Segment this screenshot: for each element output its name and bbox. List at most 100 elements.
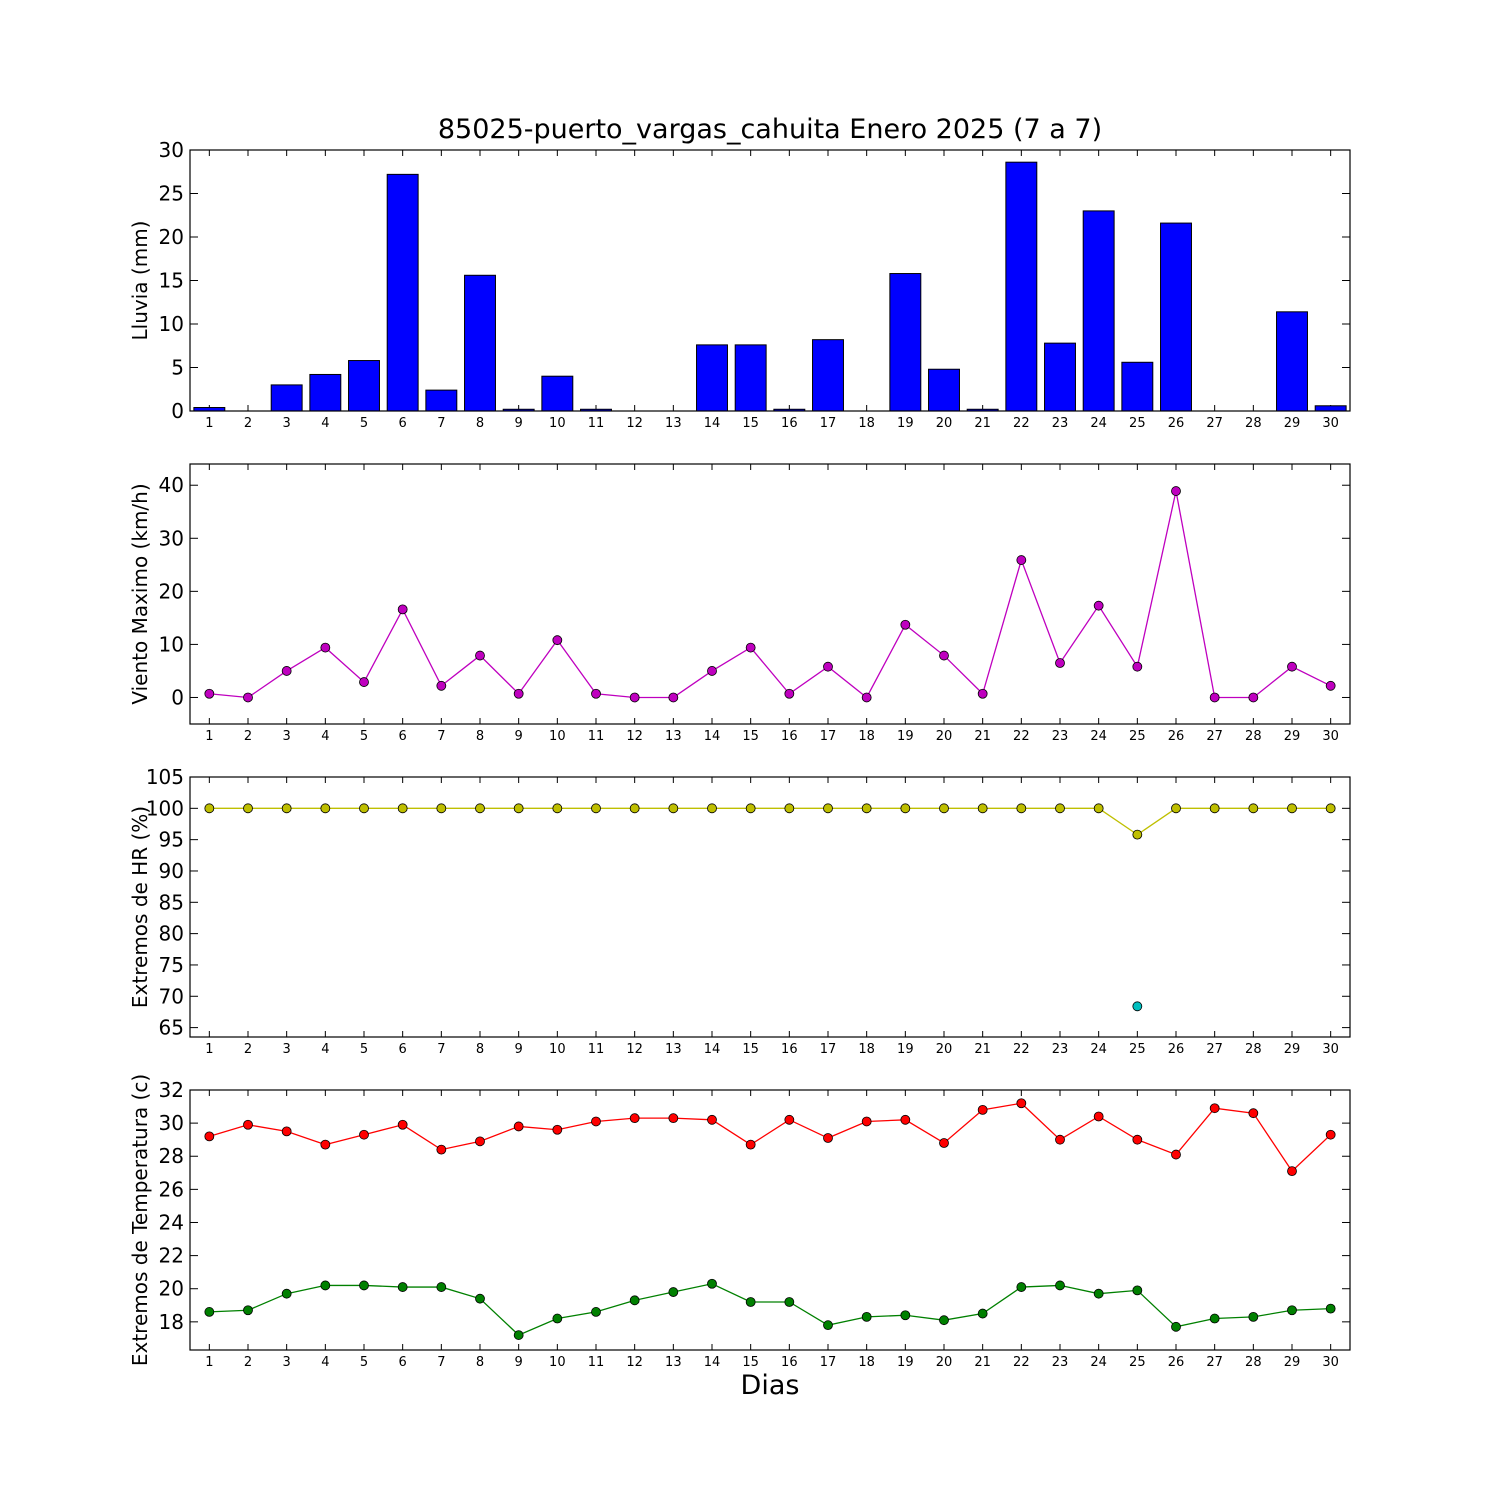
x-tick-label: 15 [742, 1042, 759, 1057]
x-tick-label: 25 [1129, 729, 1146, 744]
data-point [204, 688, 215, 699]
x-tick-label: 16 [781, 1355, 798, 1370]
bar [1044, 342, 1076, 412]
y-tick-label: 32 [159, 1078, 184, 1102]
data-point [513, 1330, 524, 1340]
y-tick-label: 75 [159, 953, 184, 977]
data-point [668, 692, 679, 703]
x-tick-label: 8 [476, 729, 484, 744]
bar [1314, 405, 1347, 412]
data-point [823, 1320, 833, 1331]
data-point [1132, 829, 1143, 840]
data-point [977, 1104, 988, 1115]
y-tick-label: 25 [159, 182, 184, 206]
y-tick-label: 10 [159, 312, 184, 336]
bar [1160, 222, 1192, 412]
y-axis-label: Viento Maximo (km/h) [128, 483, 152, 704]
series-line [209, 807, 1331, 836]
x-tick-label: 19 [897, 416, 914, 431]
y-tick-label: 28 [159, 1144, 184, 1168]
data-point [1171, 486, 1181, 496]
bar [812, 339, 844, 412]
x-tick-label: 11 [588, 729, 605, 744]
x-tick-label: 5 [360, 1042, 368, 1057]
data-point [861, 1116, 872, 1127]
data-point [707, 666, 717, 676]
data-point [320, 1280, 331, 1291]
data-point [1171, 803, 1181, 814]
x-tick-label: 18 [858, 1355, 875, 1370]
x-tick-label: 30 [1322, 729, 1339, 744]
bar [1276, 311, 1308, 412]
x-tick-label: 25 [1129, 416, 1146, 431]
x-tick-label: 6 [399, 729, 407, 744]
data-point [861, 692, 872, 703]
data-point [939, 803, 949, 814]
y-tick-label: 5 [171, 356, 184, 380]
data-point [320, 1139, 331, 1150]
y-tick-label: 10 [159, 632, 184, 656]
x-tick-label: 24 [1090, 729, 1107, 744]
data-point [900, 803, 911, 814]
bar [928, 368, 960, 412]
y-tick-label: 22 [159, 1244, 184, 1268]
x-tick-label: 12 [626, 1042, 643, 1057]
x-tick-label: 9 [515, 1042, 523, 1057]
data-point [707, 803, 717, 814]
data-point [204, 1307, 215, 1317]
data-point [475, 1293, 485, 1304]
x-tick-label: 29 [1284, 1042, 1301, 1057]
y-tick-label: 15 [159, 269, 184, 293]
x-tick-label: 22 [1013, 729, 1030, 744]
bar [1082, 210, 1115, 412]
y-tick-label: 30 [159, 138, 184, 162]
data-point [436, 1282, 447, 1292]
x-tick-label: 3 [283, 1042, 291, 1057]
x-tick-label: 4 [321, 1042, 329, 1057]
x-tick-label: 25 [1129, 1355, 1146, 1370]
bar [1005, 161, 1038, 412]
data-point [281, 666, 292, 676]
data-point [397, 604, 408, 615]
x-tick-label: 22 [1013, 1042, 1030, 1057]
data-point [1325, 803, 1336, 814]
bar [734, 344, 767, 412]
data-point [668, 1113, 679, 1124]
x-tick-label: 8 [476, 1355, 484, 1370]
x-tick-label: 28 [1245, 1042, 1262, 1057]
bar [270, 384, 303, 412]
x-tick-label: 6 [399, 1042, 407, 1057]
x-tick-label: 3 [283, 729, 291, 744]
data-point [1248, 1108, 1259, 1119]
x-tick-label: 29 [1284, 416, 1301, 431]
data-point [591, 803, 601, 814]
data-point [359, 1280, 369, 1291]
data-point [707, 1114, 717, 1125]
data-point [784, 1114, 795, 1125]
x-tick-label: 1 [205, 729, 213, 744]
x-tick-label: 16 [781, 416, 798, 431]
x-tick-label: 20 [936, 1042, 953, 1057]
x-tick-label: 10 [549, 416, 566, 431]
x-tick-label: 24 [1090, 416, 1107, 431]
data-point [1209, 1103, 1220, 1114]
data-point [320, 803, 331, 814]
x-tick-label: 23 [1052, 416, 1069, 431]
data-point [1171, 1321, 1181, 1332]
data-point [1093, 803, 1104, 814]
x-tick-label: 14 [704, 416, 721, 431]
x-tick-label: 15 [742, 416, 759, 431]
data-point [668, 1287, 679, 1297]
data-point [513, 803, 524, 814]
x-tick-label: 24 [1090, 1355, 1107, 1370]
data-point [1132, 661, 1143, 672]
data-point [1055, 1134, 1065, 1145]
bar [696, 344, 728, 412]
data-point [629, 1295, 640, 1306]
x-tick-label: 22 [1013, 1355, 1030, 1370]
data-point [823, 803, 833, 814]
